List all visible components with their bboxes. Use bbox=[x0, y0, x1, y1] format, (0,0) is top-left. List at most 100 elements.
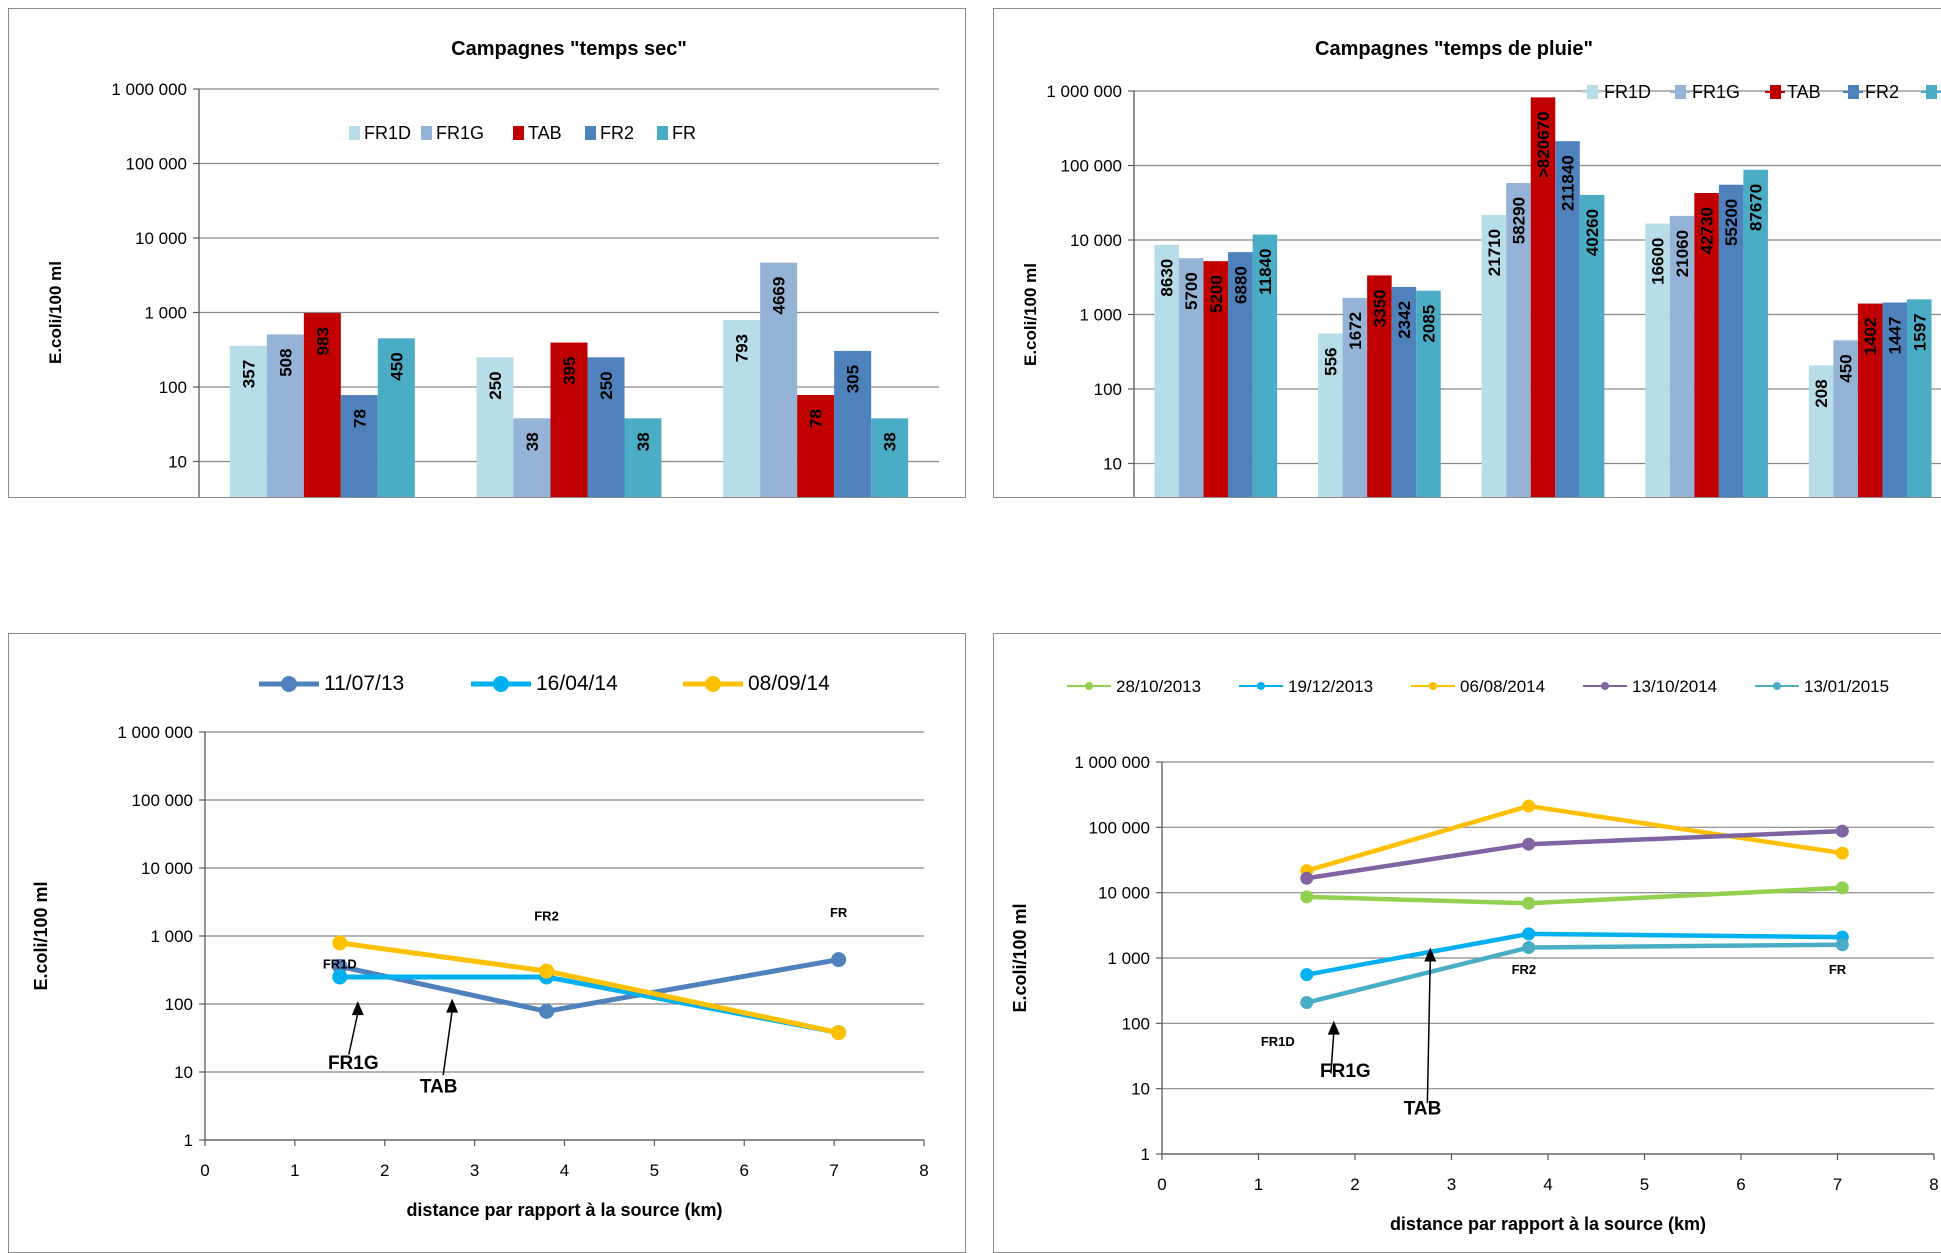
series-line-19-12-2013 bbox=[1306, 931, 1843, 977]
data-point-11-07-13 bbox=[831, 952, 847, 968]
bar-fr2-13-10-14 bbox=[1718, 184, 1744, 497]
data-label: 1672 bbox=[1346, 312, 1365, 350]
bar-fr-06-08-14 bbox=[1579, 194, 1605, 497]
y-tick-label: 1 bbox=[184, 1131, 193, 1150]
y-tick-label: 100 000 bbox=[1061, 157, 1122, 176]
bar-fr2-08-09-14 bbox=[834, 350, 872, 497]
legend-swatch-tab bbox=[1770, 85, 1781, 99]
y-tick-label: 10 bbox=[168, 453, 187, 472]
bar-fr1g-16-04-14 bbox=[513, 418, 551, 497]
y-axis-label: E.coli/100 ml bbox=[31, 881, 51, 990]
bar-fr1d-11-07-13 bbox=[229, 345, 267, 497]
legend-swatch-fr bbox=[657, 126, 668, 140]
bar-fr1d-13-01-15 bbox=[1808, 365, 1834, 497]
annotation-fr1d: FR1D bbox=[323, 957, 357, 972]
bar-fr2-13-01-15 bbox=[1882, 302, 1908, 497]
x-tick-label: 7 bbox=[829, 1161, 838, 1180]
data-label: 395 bbox=[560, 357, 579, 385]
annotation-arrow bbox=[1426, 959, 1432, 1104]
x-tick-label: 8 bbox=[919, 1161, 928, 1180]
legend-marker-13-01-2015 bbox=[1773, 682, 1781, 690]
data-point-13-01-2015 bbox=[1300, 996, 1314, 1010]
chart-title: Campagnes "temps de pluie" bbox=[1315, 38, 1593, 60]
y-tick-label: 1 000 000 bbox=[117, 723, 193, 742]
bar-fr-19-12-13 bbox=[1416, 290, 1441, 497]
y-tick-label: 10 bbox=[1131, 1080, 1150, 1099]
chart-panel-dry-distance: 1 10 100 1 000 10 000 100 000 1 000 000 0 1 2 3 4 5 6… bbox=[8, 633, 966, 1253]
y-axis-label: E.coli/100 ml bbox=[46, 261, 65, 364]
legend-marker-11-07-13 bbox=[281, 676, 297, 692]
legend-swatch-fr1d bbox=[1587, 85, 1598, 99]
data-label: 4669 bbox=[770, 277, 789, 315]
data-label: 983 bbox=[313, 327, 332, 355]
data-label: 2085 bbox=[1419, 305, 1438, 343]
x-tick-label: 3 bbox=[1447, 1175, 1456, 1194]
bar-fr1d-13-10-14 bbox=[1645, 223, 1670, 497]
y-tick-label: 1 000 000 bbox=[111, 80, 187, 99]
data-label: 11840 bbox=[1256, 249, 1275, 295]
x-tick-label: 4 bbox=[560, 1161, 569, 1180]
series-line-28-10-2013 bbox=[1306, 885, 1843, 906]
legend-swatch-fr1d bbox=[349, 126, 360, 140]
bar-tab-13-10-14 bbox=[1694, 193, 1719, 497]
data-label: 357 bbox=[239, 360, 258, 388]
data-label: 38 bbox=[523, 432, 542, 451]
data-label: 87670 bbox=[1747, 184, 1766, 231]
y-tick-label: 1 000 000 bbox=[1074, 753, 1150, 772]
legend-marker-08-09-14 bbox=[705, 676, 721, 692]
data-label: 508 bbox=[276, 348, 295, 376]
data-point-28-10-2013 bbox=[1835, 881, 1849, 895]
legend-label: 08/09/14 bbox=[748, 672, 830, 695]
annotation-arrowhead bbox=[351, 1001, 364, 1016]
x-tick-label: 0 bbox=[200, 1161, 209, 1180]
y-tick-label: 10 000 bbox=[1098, 884, 1150, 903]
data-label: 55200 bbox=[1722, 199, 1741, 246]
annotation-fr1g: FR1G bbox=[328, 1053, 379, 1074]
legend-label: FR2 bbox=[1865, 82, 1899, 102]
annotation-fr2: FR2 bbox=[534, 908, 559, 923]
chart-title: Campagnes "temps sec" bbox=[451, 38, 687, 60]
legend-marker-06-08-2014 bbox=[1429, 682, 1437, 690]
legend-label: 16/04/14 bbox=[536, 672, 618, 695]
bar-tab-28-10-13 bbox=[1203, 261, 1229, 497]
data-point-28-10-2013 bbox=[1300, 890, 1314, 904]
bar-tab-19-12-13 bbox=[1367, 275, 1392, 497]
legend-label: TAB bbox=[528, 123, 562, 143]
data-point-08-09-14 bbox=[831, 1025, 847, 1041]
bar-tab-16-04-14 bbox=[550, 342, 588, 497]
data-point-13-01-2015 bbox=[1522, 941, 1536, 955]
data-label: 250 bbox=[486, 371, 505, 399]
data-label: 40260 bbox=[1583, 209, 1602, 256]
data-label: 21710 bbox=[1485, 229, 1504, 276]
y-tick-label: 100 000 bbox=[132, 791, 193, 810]
bar-fr-16-04-14 bbox=[624, 418, 662, 497]
data-label: 21060 bbox=[1673, 230, 1692, 277]
x-axis-label: distance par rapport à la source (km) bbox=[1390, 1214, 1706, 1234]
data-point-11-07-13 bbox=[539, 1003, 555, 1019]
bar-fr1g-28-10-13 bbox=[1178, 258, 1204, 497]
legend-swatch-fr2 bbox=[585, 126, 596, 140]
legend-marker-13-10-2014 bbox=[1601, 682, 1609, 690]
x-tick-label: 1 bbox=[290, 1161, 299, 1180]
y-tick-label: 100 000 bbox=[1089, 818, 1150, 837]
y-tick-label: 10 bbox=[1103, 455, 1122, 474]
legend-marker-19-12-2013 bbox=[1257, 682, 1265, 690]
data-label: 3350 bbox=[1370, 289, 1389, 327]
legend-label: FR1D bbox=[364, 123, 411, 143]
bar-fr-11-07-13 bbox=[377, 338, 415, 497]
x-tick-label: 5 bbox=[1640, 1175, 1649, 1194]
y-axis-label: E.coli/100 ml bbox=[1021, 263, 1040, 366]
bar-fr1d-06-08-14 bbox=[1481, 214, 1507, 497]
y-tick-label: 1 000 000 bbox=[1046, 82, 1122, 101]
data-label: 78 bbox=[350, 409, 369, 428]
y-tick-label: 10 000 bbox=[135, 229, 187, 248]
bar-fr1g-13-01-15 bbox=[1833, 340, 1858, 497]
x-tick-label: 2 bbox=[380, 1161, 389, 1180]
data-point-28-10-2013 bbox=[1522, 896, 1536, 910]
series-line-08-09-14 bbox=[339, 940, 840, 1036]
x-tick-label: 6 bbox=[740, 1161, 749, 1180]
legend-label: FR bbox=[672, 123, 696, 143]
chart-panel-rain-distance: 1 10 100 1 000 10 000 100 000 1 000 000 0 1 2 3 4 5 6… bbox=[993, 633, 1941, 1253]
